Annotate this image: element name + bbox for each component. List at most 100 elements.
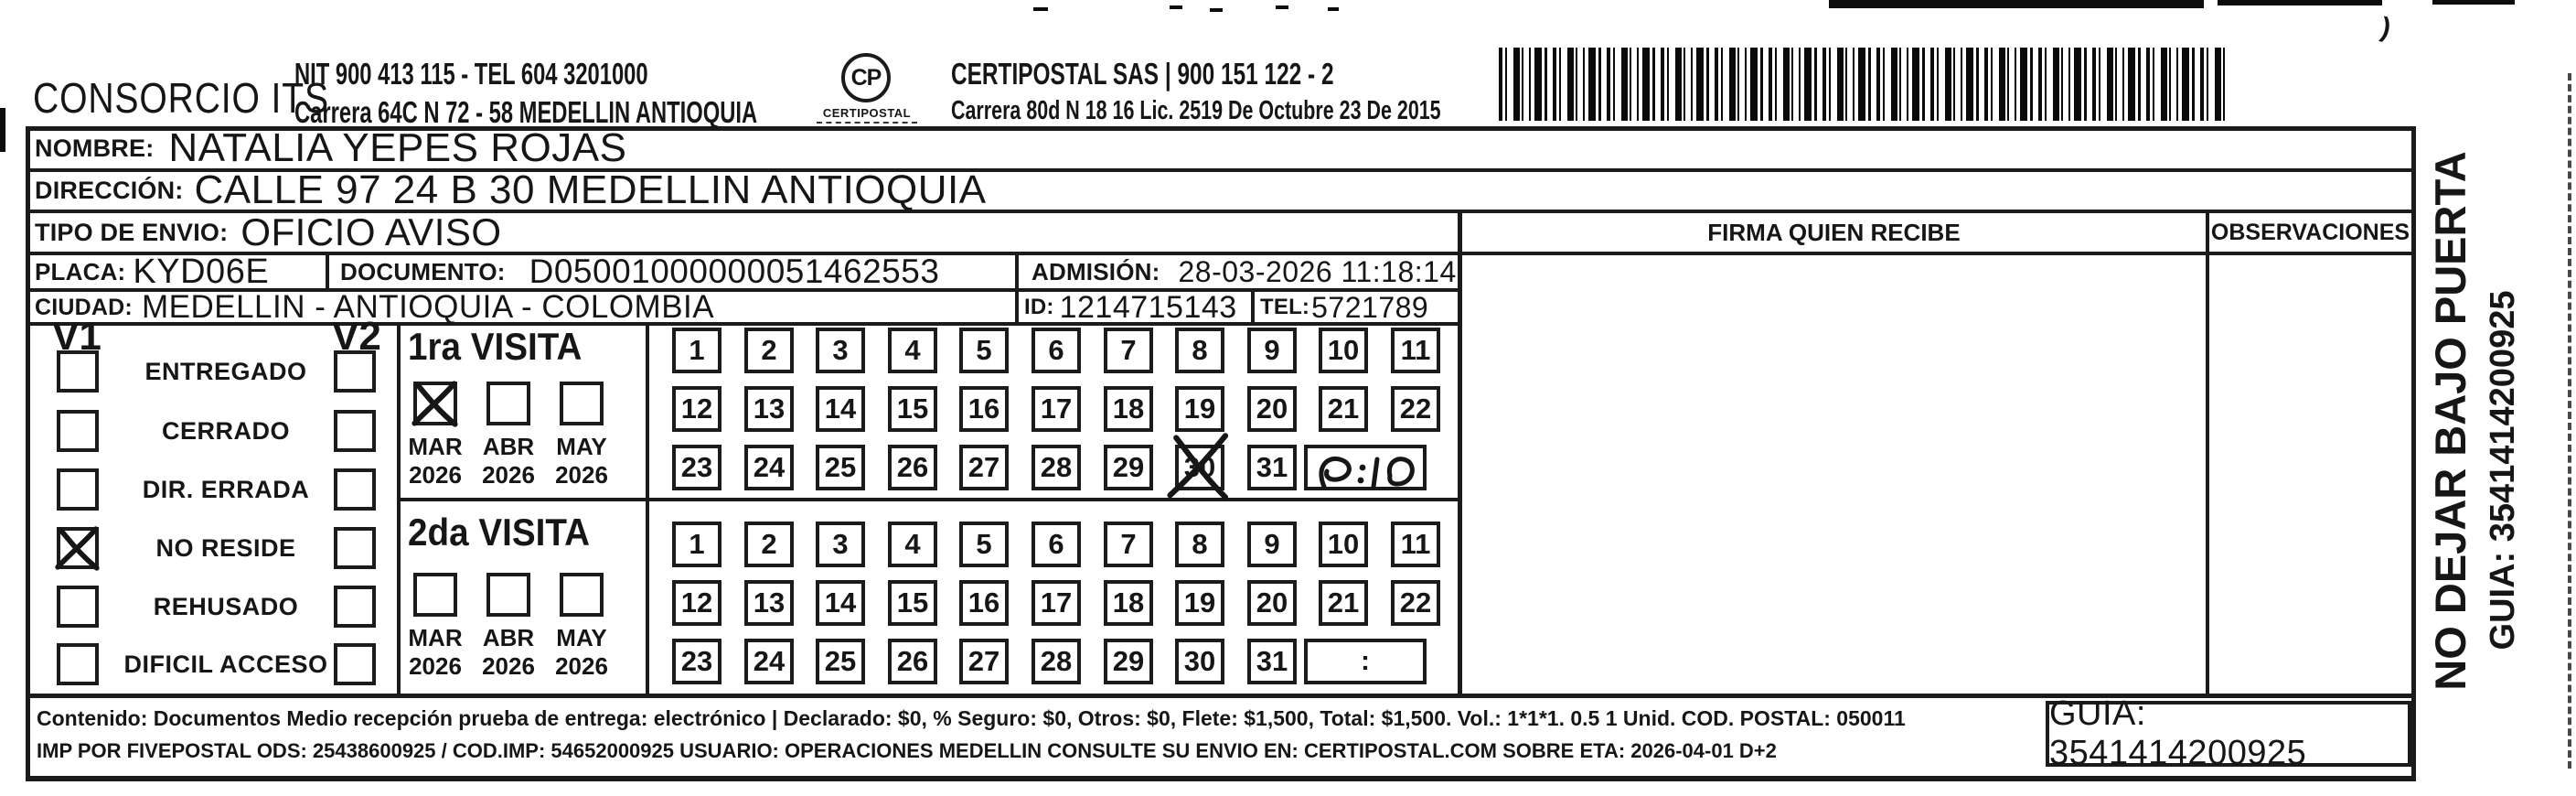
visit1-month-checkbox-mar[interactable]: [412, 381, 458, 427]
visit1-day-17[interactable]: 17: [1031, 386, 1081, 432]
admision-value[interactable]: 28-03-2026 11:18:14: [1178, 254, 1457, 288]
visit1-day-24[interactable]: 24: [744, 445, 794, 490]
visit1-day-21[interactable]: 21: [1319, 386, 1368, 432]
visit1-day-25[interactable]: 25: [816, 445, 865, 490]
visit2-day-4[interactable]: 4: [888, 522, 937, 567]
documento-label: DOCUMENTO:: [340, 257, 506, 285]
visit1-day-16[interactable]: 16: [959, 386, 1009, 432]
v2-checkbox-rehusado[interactable]: [334, 586, 376, 628]
visit2-day-19[interactable]: 19: [1175, 580, 1224, 626]
nombre-value[interactable]: NATALIA YEPES ROJAS: [168, 125, 627, 170]
visit1-month-checkbox-abr[interactable]: [486, 382, 530, 425]
visit1-day-2[interactable]: 2: [744, 328, 794, 373]
visit1-day-8[interactable]: 8: [1175, 328, 1224, 373]
carrier-info: CERTIPOSTAL SAS | 900 151 122 - 2 Carrer…: [951, 55, 1441, 128]
v2-checkbox-no-reside[interactable]: [334, 527, 376, 569]
visit1-day-12[interactable]: 12: [672, 386, 721, 432]
visit2-day-5[interactable]: 5: [959, 522, 1009, 567]
visit2-day-21[interactable]: 21: [1319, 580, 1368, 626]
visit1-day-19[interactable]: 19: [1175, 386, 1224, 432]
visit1-month-checkbox-may[interactable]: [560, 382, 604, 425]
visit1-day-26[interactable]: 26: [888, 445, 937, 490]
v1-checkbox-no-reside[interactable]: [55, 526, 100, 571]
visit2-day-9[interactable]: 9: [1247, 522, 1297, 567]
visit1-day-30[interactable]: 30: [1167, 433, 1229, 500]
month-year-label: 2026: [482, 652, 535, 680]
tel-value[interactable]: 5721789: [1311, 290, 1429, 324]
visit2-day-29[interactable]: 29: [1104, 639, 1153, 684]
visit1-day-15[interactable]: 15: [888, 386, 937, 432]
visit1-day-4[interactable]: 4: [888, 328, 937, 373]
visit2-day-25[interactable]: 25: [816, 639, 865, 684]
v1-checkbox-dir-errada[interactable]: [57, 468, 99, 511]
placa-value[interactable]: KYD06E: [133, 252, 270, 291]
v1-checkbox-rehusado[interactable]: [57, 586, 99, 628]
v1-checkbox-dificil-acceso[interactable]: [57, 643, 99, 685]
id-value[interactable]: 1214715143: [1059, 289, 1237, 325]
visit2-day-3[interactable]: 3: [816, 522, 865, 567]
visit1-day-6[interactable]: 6: [1031, 328, 1081, 373]
visit2-day-12[interactable]: 12: [672, 580, 721, 626]
visit1-day-10[interactable]: 10: [1319, 328, 1368, 373]
visit2-panel: 2da VISITA MAR 2026 ABR 2026 MAY 2026: [401, 501, 646, 695]
visit1-day-1[interactable]: 1: [672, 328, 721, 373]
ciudad-value[interactable]: MEDELLIN - ANTIOQUIA - COLOMBIA: [141, 289, 715, 325]
visit2-day-30[interactable]: 30: [1175, 639, 1224, 684]
status-label-dificil-acceso: DIFICIL ACCESO: [123, 651, 328, 678]
visit2-month-checkbox-mar[interactable]: [413, 573, 457, 617]
visit1-time-box[interactable]: [1304, 445, 1427, 490]
visit2-day-28[interactable]: 28: [1031, 639, 1081, 684]
visit2-day-1[interactable]: 1: [672, 522, 721, 567]
visit2-day-6[interactable]: 6: [1031, 522, 1081, 567]
visit2-day-23[interactable]: 23: [672, 639, 721, 684]
visit2-day-7[interactable]: 7: [1104, 522, 1153, 567]
visit2-day-2[interactable]: 2: [744, 522, 794, 567]
visit2-day-18[interactable]: 18: [1104, 580, 1153, 626]
visit1-day-27[interactable]: 27: [959, 445, 1009, 490]
visit1-day-9[interactable]: 9: [1247, 328, 1297, 373]
tipo-envio-value[interactable]: OFICIO AVISO: [240, 210, 502, 253]
documento-value[interactable]: D05001000000051462553: [529, 253, 940, 290]
visit2-day-17[interactable]: 17: [1031, 580, 1081, 626]
v1-checkbox-cerrado[interactable]: [57, 410, 99, 452]
visit2-day-26[interactable]: 26: [888, 639, 937, 684]
v2-checkbox-entregado[interactable]: [334, 350, 376, 393]
visit1-day-20[interactable]: 20: [1247, 386, 1297, 432]
visit2-day-grid: 1 2 3 4 5 6 7 8 9 10 11 12 13 14 15 16 17 18 19 20 21 22 23 24 2…: [649, 501, 1458, 695]
visit2-day-10[interactable]: 10: [1319, 522, 1368, 567]
visit1-day-5[interactable]: 5: [959, 328, 1009, 373]
direccion-value[interactable]: CALLE 97 24 B 30 MEDELLIN ANTIOQUIA: [194, 167, 987, 212]
visit2-day-15[interactable]: 15: [888, 580, 937, 626]
visit1-day-11[interactable]: 11: [1391, 328, 1440, 373]
visit2-month-checkbox-abr[interactable]: [486, 573, 530, 617]
visit2-day-31[interactable]: 31: [1247, 639, 1297, 684]
visit2-day-24[interactable]: 24: [744, 639, 794, 684]
v1-checkbox-entregado[interactable]: [57, 350, 99, 393]
v2-checkbox-dificil-acceso[interactable]: [334, 643, 376, 685]
visit1-day-29[interactable]: 29: [1104, 445, 1153, 490]
visit1-day-7[interactable]: 7: [1104, 328, 1153, 373]
visit2-time-box[interactable]: :: [1304, 639, 1427, 684]
visit2-day-11[interactable]: 11: [1391, 522, 1440, 567]
visit1-day-14[interactable]: 14: [816, 386, 865, 432]
visit1-day-22[interactable]: 22: [1391, 386, 1440, 432]
v2-checkbox-dir-errada[interactable]: [334, 468, 376, 511]
visit1-day-31[interactable]: 31: [1247, 445, 1297, 490]
visit1-day-3[interactable]: 3: [816, 328, 865, 373]
visit2-day-22[interactable]: 22: [1391, 580, 1440, 626]
visit2-month-checkbox-may[interactable]: [560, 573, 604, 617]
visit1-day-18[interactable]: 18: [1104, 386, 1153, 432]
visit1-day-28[interactable]: 28: [1031, 445, 1081, 490]
visit2-day-20[interactable]: 20: [1247, 580, 1297, 626]
observaciones-field[interactable]: [2209, 255, 2411, 694]
visit2-day-13[interactable]: 13: [744, 580, 794, 626]
visit2-day-14[interactable]: 14: [816, 580, 865, 626]
divider-line: [26, 322, 1461, 326]
signature-area[interactable]: [1462, 255, 2206, 694]
visit2-day-16[interactable]: 16: [959, 580, 1009, 626]
v2-checkbox-cerrado[interactable]: [334, 410, 376, 452]
visit2-day-27[interactable]: 27: [959, 639, 1009, 684]
visit1-day-13[interactable]: 13: [744, 386, 794, 432]
visit1-day-23[interactable]: 23: [672, 445, 721, 490]
visit2-day-8[interactable]: 8: [1175, 522, 1224, 567]
